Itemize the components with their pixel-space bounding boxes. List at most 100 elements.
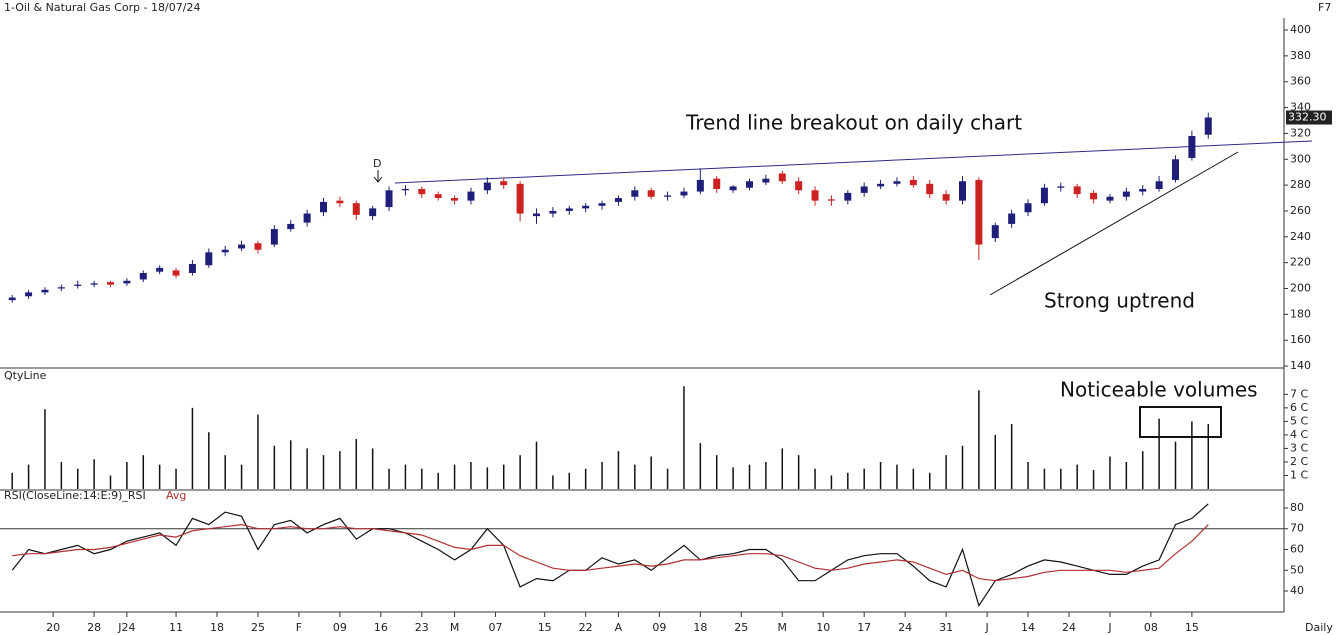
x-tick-label: M (450, 621, 460, 634)
y-tick-label: 1 C (1290, 468, 1308, 481)
volume-bar (552, 475, 554, 489)
y-tick-label: 380 (1290, 49, 1311, 62)
volume-bar (1141, 451, 1144, 489)
candle-body (451, 198, 459, 201)
candle-body (664, 195, 672, 197)
y-tick-label: 7 C (1290, 387, 1308, 400)
x-tick-label: 10 (816, 621, 830, 634)
y-tick-label: 400 (1290, 23, 1311, 36)
x-tick-label: F (296, 621, 302, 634)
candle-body (1188, 136, 1196, 158)
candle-body (1090, 192, 1098, 200)
volume-bar (93, 459, 95, 489)
volume-bar (847, 472, 849, 489)
x-tick-label: 28 (87, 621, 101, 634)
volume-bar (1174, 441, 1177, 489)
x-tick-label: 11 (169, 621, 183, 634)
candle-body (1139, 188, 1147, 192)
candle-body (860, 186, 868, 193)
candle-body (352, 203, 360, 215)
uptrend-line (989, 151, 1239, 296)
candle-body (631, 190, 639, 197)
volume-bar (1092, 470, 1095, 489)
candle-body (942, 194, 950, 201)
annotation: D (373, 157, 381, 170)
y-tick-label: 240 (1290, 230, 1311, 243)
y-tick-label: 280 (1290, 178, 1311, 191)
x-tick-label: 22 (579, 621, 593, 634)
last-price-label: 332.30 (1288, 111, 1327, 124)
annotation: Trend line breakout on daily chart (685, 111, 1022, 135)
candle-body (8, 297, 16, 301)
y-tick-label: 260 (1290, 204, 1311, 217)
y-tick-label: 3 C (1290, 441, 1308, 454)
volume-bar (601, 461, 603, 489)
volume-bar (126, 461, 128, 489)
volume-bar (650, 456, 652, 489)
volume-bar (289, 440, 292, 489)
candle-body (516, 183, 524, 214)
y-tick-label: 5 C (1290, 414, 1308, 427)
y-tick-label: 140 (1290, 359, 1311, 372)
y-tick-label: 320 (1290, 126, 1311, 139)
x-tick-label: 08 (1144, 621, 1158, 634)
candle-body (90, 283, 98, 285)
candle-body (1204, 117, 1212, 135)
y-tick-label: 50 (1290, 563, 1304, 576)
volume-bar (732, 467, 734, 489)
y-tick-label: 70 (1290, 522, 1304, 535)
candle-body (320, 201, 327, 213)
volume-bar (961, 445, 964, 489)
volume-bar (830, 475, 833, 489)
volume-bar (158, 464, 161, 489)
y-tick-label: 200 (1290, 282, 1311, 295)
volume-bar (765, 461, 767, 489)
candle-body (205, 252, 213, 266)
candle-body (139, 273, 147, 280)
annotation: Noticeable volumes (1060, 378, 1258, 402)
candle-body (893, 181, 901, 184)
y-tick-label: 360 (1290, 75, 1311, 88)
candle-body (762, 178, 770, 183)
candle-body (483, 182, 491, 191)
x-tick-label: 17 (857, 621, 871, 634)
volume-bar (519, 455, 521, 489)
x-tick-label: 16 (374, 621, 388, 634)
volume-bar (1158, 418, 1160, 489)
volume-bar (1027, 461, 1029, 489)
volume-bar (355, 438, 358, 489)
volume-bar (76, 468, 79, 489)
y-tick-label: 180 (1290, 307, 1311, 320)
volume-bar (109, 475, 112, 489)
legend-entry: RSI(CloseLine:14:E:9)_RSI (4, 489, 146, 502)
candle-body (811, 190, 819, 201)
y-tick-label: 80 (1290, 501, 1304, 514)
candle-body (1122, 191, 1130, 197)
x-tick-label: 07 (489, 621, 503, 634)
candle-body (533, 213, 540, 217)
y-tick-label: 300 (1290, 152, 1311, 165)
x-tick-label: A (615, 621, 623, 634)
candle-body (385, 190, 393, 208)
volume-bar (208, 432, 210, 489)
volume-bar (11, 472, 13, 489)
volume-bar (1043, 468, 1046, 489)
candle-body (221, 249, 229, 253)
candle-body (713, 178, 721, 189)
candle-body (467, 191, 475, 201)
candle-body (107, 282, 114, 285)
volume-bar (634, 464, 636, 489)
y-tick-label: 60 (1290, 543, 1304, 556)
candle-body (877, 183, 885, 187)
candle-body (991, 225, 999, 239)
candle-body (287, 223, 295, 230)
candle-body (778, 173, 786, 182)
y-tick-label: 160 (1290, 333, 1311, 346)
volume-bar (683, 386, 685, 489)
candle-body (1155, 181, 1163, 189)
volume-bar (339, 451, 341, 489)
candle-body (598, 203, 606, 206)
candle-body (156, 267, 164, 272)
last-price-box (1286, 110, 1332, 125)
candle-body (172, 270, 180, 276)
